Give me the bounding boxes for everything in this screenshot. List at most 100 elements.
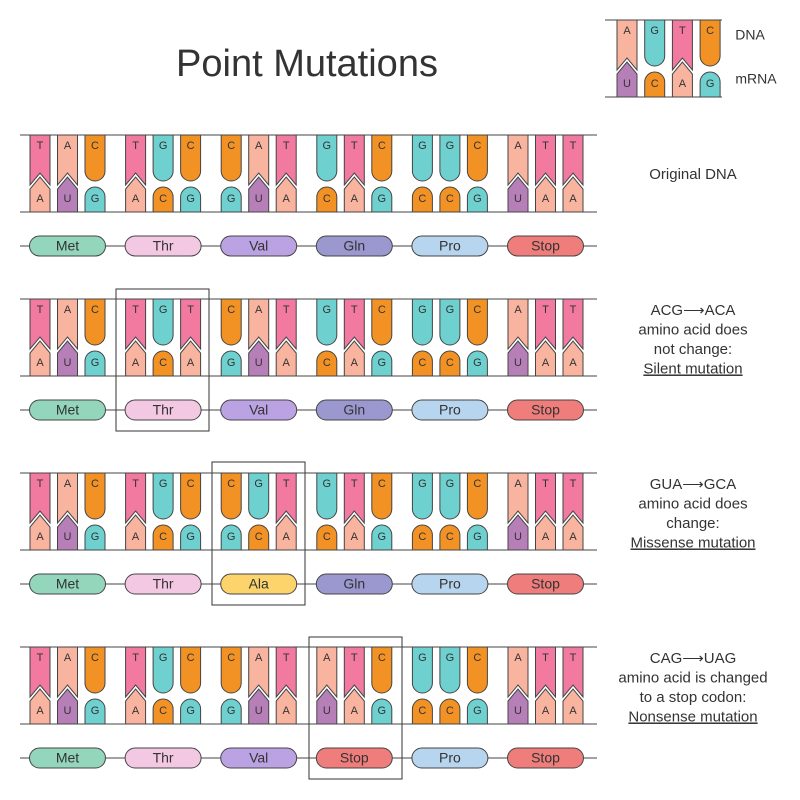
dna-base-label: G xyxy=(446,304,455,316)
dna-base-label: A xyxy=(514,304,522,316)
dna-base-label: T xyxy=(37,478,44,490)
mrna-base xyxy=(316,186,338,213)
dna-base-label: T xyxy=(132,304,139,316)
dna-base xyxy=(152,298,174,346)
dna-base-label: C xyxy=(187,652,195,664)
amino-acid-pill xyxy=(124,747,202,769)
amino-acid-pill xyxy=(315,573,393,595)
dna-base-label: C xyxy=(473,304,481,316)
mrna-base xyxy=(152,186,174,213)
amino-acid-label: Gln xyxy=(343,402,365,418)
mrna-base xyxy=(316,524,338,551)
mrna-base-label: C xyxy=(418,705,426,717)
dna-base xyxy=(466,646,488,694)
dna-base-label: C xyxy=(473,478,481,490)
mrna-base xyxy=(316,688,338,725)
mrna-base-label: C xyxy=(446,357,454,369)
mrna-base xyxy=(562,176,584,213)
mrna-base-label: G xyxy=(473,531,482,543)
dna-base xyxy=(562,134,584,187)
mrna-base-label: G xyxy=(227,193,236,205)
mrna-base-label: G xyxy=(378,705,387,717)
mrna-base-label: G xyxy=(186,531,195,543)
amino-acid-label: Met xyxy=(56,576,79,592)
dna-base xyxy=(411,134,433,182)
mrna-base-label: G xyxy=(227,357,236,369)
mrna-base xyxy=(535,688,556,725)
dna-base xyxy=(411,298,433,346)
amino-acid-pill xyxy=(507,235,584,257)
mrna-base xyxy=(439,350,461,377)
dna-base xyxy=(248,646,270,699)
mrna-base-label: G xyxy=(473,193,482,205)
dna-base-label: T xyxy=(351,304,358,316)
mrna-base-label: G xyxy=(91,193,100,205)
dna-base xyxy=(411,646,433,694)
amino-acid-pill xyxy=(315,747,393,769)
mrna-base-label: A xyxy=(283,705,291,717)
amino-acid-label: Stop xyxy=(531,238,560,254)
dna-base xyxy=(507,298,529,351)
dna-base-label: G xyxy=(650,25,659,37)
dna-base xyxy=(125,472,147,525)
mrna-base-label: U xyxy=(64,705,72,717)
dna-base xyxy=(275,472,297,525)
mrna-base xyxy=(411,186,433,213)
dna-base-label: A xyxy=(623,25,631,37)
dna-base xyxy=(275,646,297,699)
amino-acid-pill xyxy=(411,399,489,421)
mrna-base xyxy=(439,698,461,725)
dna-base xyxy=(84,134,106,182)
caption-line: Missense mutation xyxy=(630,534,755,551)
mrna-base-label: A xyxy=(542,357,550,369)
mrna-base-label: A xyxy=(569,193,577,205)
amino-acid-label: Pro xyxy=(439,576,461,592)
dna-base xyxy=(507,134,529,187)
amino-acid-pill xyxy=(29,747,106,769)
mrna-base xyxy=(84,698,106,725)
dna-base xyxy=(466,134,488,182)
mrna-base xyxy=(29,514,51,551)
mrna-base xyxy=(275,688,297,725)
dna-base xyxy=(371,472,393,520)
dna-base-label: T xyxy=(37,652,44,664)
mrna-base-label: A xyxy=(132,357,140,369)
mrna-base-label: G xyxy=(227,705,236,717)
mrna-base-label: A xyxy=(542,705,550,717)
mrna-base-label: G xyxy=(186,193,195,205)
caption-line: amino acid does xyxy=(638,321,747,338)
mrna-base xyxy=(535,514,556,551)
dna-base-label: T xyxy=(351,652,358,664)
mrna-base xyxy=(439,524,461,551)
amino-acid-label: Met xyxy=(56,402,79,418)
amino-acid-label: Gln xyxy=(343,576,365,592)
dna-base xyxy=(343,646,365,699)
dna-base xyxy=(644,19,666,67)
caption-line: to a stop codon: xyxy=(640,689,747,706)
amino-acid-pill xyxy=(507,573,584,595)
caption-line: amino acid does xyxy=(638,495,747,512)
amino-acid-pill xyxy=(29,235,106,257)
mrna-base xyxy=(371,350,393,377)
mrna-base-label: C xyxy=(323,357,331,369)
dna-base xyxy=(371,646,393,694)
mrna-base-label: A xyxy=(351,705,359,717)
mrna-base-label: U xyxy=(64,193,72,205)
dna-base-label: T xyxy=(570,140,577,152)
dna-base xyxy=(316,298,338,346)
dna-base xyxy=(535,472,556,525)
mrna-base-label: C xyxy=(418,193,426,205)
mrna-base-label: A xyxy=(542,193,550,205)
dna-base-label: G xyxy=(446,652,455,664)
mrna-base-label: A xyxy=(569,531,577,543)
mrna-base xyxy=(220,698,242,725)
mrna-base xyxy=(125,340,147,377)
mrna-base-label: A xyxy=(542,531,550,543)
mrna-base-label: G xyxy=(186,705,195,717)
mrna-base xyxy=(152,524,174,551)
mrna-base xyxy=(84,524,106,551)
mrna-base-label: A xyxy=(283,357,291,369)
mrna-base xyxy=(248,340,270,377)
mrna-base xyxy=(57,176,78,213)
dna-base xyxy=(439,472,461,520)
